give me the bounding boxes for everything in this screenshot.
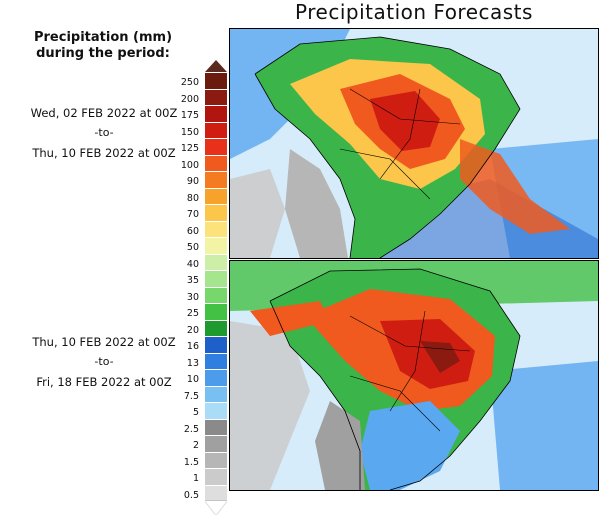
scale-level-label: 30 (186, 291, 199, 303)
scale-level-label: 60 (186, 225, 199, 237)
scale-cell: 200 (181, 88, 227, 105)
scale-top-arrow (205, 60, 227, 72)
scale-level-label: 1 (192, 473, 199, 484)
forecast-map-period-1 (229, 28, 599, 259)
scale-cell: 100 (181, 154, 227, 171)
scale-level-label: 175 (180, 110, 199, 121)
scale-level-label: 70 (186, 209, 199, 220)
scale-cell: 35 (187, 270, 227, 287)
scale-cell: 2 (193, 435, 227, 452)
scale-bottom-arrow (205, 501, 227, 515)
period-2-start: Thu, 10 FEB 2022 at 00Z (32, 335, 176, 349)
scale-level-label: 200 (180, 93, 199, 105)
scale-level-label: 5 (192, 407, 199, 418)
scale-cell: 0.5 (184, 484, 227, 501)
scale-cell: 16 (187, 336, 227, 353)
scale-cell: 7.5 (184, 385, 227, 402)
legend-title-line1: Precipitation (mm) (33, 30, 173, 45)
map-canvas-2 (230, 261, 598, 490)
scale-level-label: 80 (186, 192, 199, 204)
scale-level-label: 250 (180, 77, 199, 88)
scale-level-label: 150 (180, 126, 199, 138)
scale-level-label: 16 (186, 341, 199, 352)
forecast-map-period-2 (229, 260, 599, 491)
scale-cell: 13 (187, 352, 227, 369)
scale-level-label: 50 (186, 242, 199, 253)
legend-title-line2: during the period: (36, 46, 170, 61)
scale-level-label: 10 (186, 374, 199, 385)
period-2-to: -to- (94, 355, 114, 368)
scale-cell: 50 (187, 237, 227, 254)
scale-level-label: 2.5 (183, 423, 199, 435)
scale-cell: 1 (193, 468, 227, 485)
legend-title: Precipitation (mm) during the period: (18, 30, 188, 62)
scale-level-label: 1.5 (183, 456, 199, 468)
scale-cell: 125 (181, 138, 227, 155)
scale-level-label: 13 (186, 357, 199, 369)
scale-level-label: 0.5 (183, 489, 199, 501)
scale-cell: 250 (181, 72, 227, 89)
scale-level-label: 125 (180, 143, 199, 154)
page-title: Precipitation Forecasts (295, 0, 533, 24)
scale-level-label: 2 (192, 440, 199, 451)
scale-cell: 1.5 (184, 451, 227, 468)
scale-cells: 250 200 175 150 125 100 90 80 70 60 50 40 35 30 25 20 16… (181, 72, 227, 501)
scale-cell: 150 (181, 121, 227, 138)
period-1-start: Wed, 02 FEB 2022 at 00Z (30, 106, 178, 120)
scale-cell: 80 (187, 187, 227, 204)
period-1-to: -to- (94, 126, 114, 139)
scale-cell: 10 (187, 369, 227, 386)
scale-level-label: 40 (186, 258, 199, 270)
scale-cell: 30 (187, 286, 227, 303)
scale-cell: 5 (193, 402, 227, 419)
scale-cell: 70 (187, 204, 227, 221)
scale-cell: 175 (181, 105, 227, 122)
scale-cell: 40 (187, 253, 227, 270)
scale-level-label: 25 (186, 308, 199, 319)
scale-level-label: 35 (186, 275, 199, 286)
period-1-label: Wed, 02 FEB 2022 at 00Z -to- Thu, 10 FEB… (18, 103, 190, 163)
scale-level-label: 100 (180, 159, 199, 171)
map-canvas-1 (230, 29, 598, 258)
period-2-end: Fri, 18 FEB 2022 at 00Z (36, 375, 172, 389)
scale-level-label: 20 (186, 324, 199, 336)
scale-cell: 60 (187, 220, 227, 237)
scale-cell: 90 (187, 171, 227, 188)
scale-cell: 20 (187, 319, 227, 336)
period-1-end: Thu, 10 FEB 2022 at 00Z (32, 146, 176, 160)
color-scale: 250 200 175 150 125 100 90 80 70 60 50 40 35 30 25 20 16… (181, 60, 227, 515)
scale-cell: 2.5 (184, 418, 227, 435)
scale-level-label: 90 (186, 176, 199, 187)
scale-cell: 25 (187, 303, 227, 320)
period-2-label: Thu, 10 FEB 2022 at 00Z -to- Fri, 18 FEB… (18, 332, 190, 392)
scale-level-label: 7.5 (183, 390, 199, 402)
